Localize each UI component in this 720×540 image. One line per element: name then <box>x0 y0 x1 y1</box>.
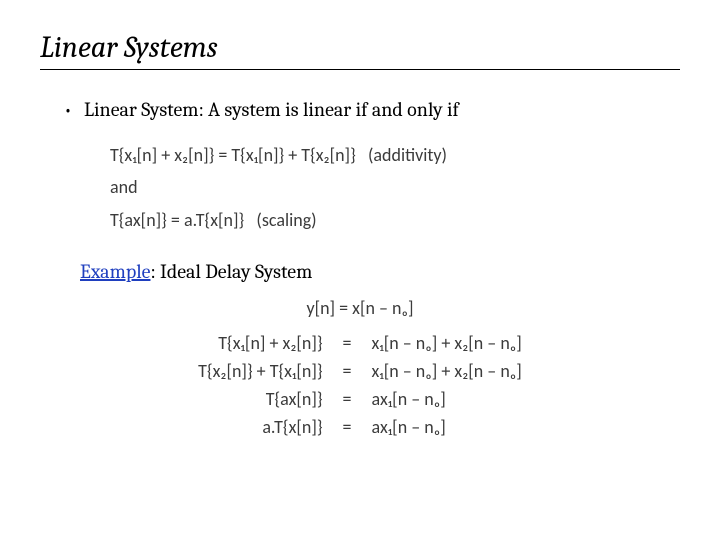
example-equation-table: T{x₁[n] + x₂[n]} = x₁[n – nₒ] + x₂[n – n… <box>188 329 532 441</box>
eq-lhs: T{ax[n]} <box>188 385 332 413</box>
table-row: T{x₁[n] + x₂[n]} = x₁[n – nₒ] + x₂[n – n… <box>188 329 532 357</box>
scaling-annotation: (scaling) <box>256 209 316 231</box>
example-top-equation: y[n] = x[n – nₒ] <box>40 297 680 319</box>
title-underline <box>40 69 680 70</box>
bullet-text: Linear System: A system is linear if and… <box>84 98 459 121</box>
eq-sign: = <box>333 385 362 413</box>
scaling-eq: = <box>171 209 180 231</box>
eq-rhs: ax₁[n – nₒ] <box>362 385 532 413</box>
scaling-line: T{ax[n]} = a.T{x[n]} (scaling) <box>110 204 680 236</box>
eq-rhs: x₁[n – nₒ] + x₂[n – nₒ] <box>362 329 532 357</box>
example-heading: Example: Ideal Delay System <box>80 260 680 283</box>
eq-rhs: x₁[n – nₒ] + x₂[n – nₒ] <box>362 357 532 385</box>
additivity-rhs: T{x₁[n]} + T{x₂[n]} <box>231 144 355 166</box>
additivity-annotation: (additivity) <box>368 144 447 166</box>
slide: Linear Systems • Linear System: A system… <box>0 0 720 471</box>
example-word: Example <box>80 260 150 283</box>
table-row: a.T{x[n]} = ax₁[n – nₒ] <box>188 413 532 441</box>
example-rest: : Ideal Delay System <box>150 260 312 283</box>
scaling-lhs: T{ax[n]} <box>110 209 167 231</box>
definition-equations: T{x₁[n] + x₂[n]} = T{x₁[n]} + T{x₂[n]} (… <box>110 139 680 236</box>
bullet-item: • Linear System: A system is linear if a… <box>64 98 680 121</box>
and-line: and <box>110 171 680 203</box>
additivity-lhs: T{x₁[n] + x₂[n]} <box>110 144 214 166</box>
eq-lhs: T{x₂[n]} + T{x₁[n]} <box>188 357 332 385</box>
table-row: T{x₂[n]} + T{x₁[n]} = x₁[n – nₒ] + x₂[n … <box>188 357 532 385</box>
eq-lhs: T{x₁[n] + x₂[n]} <box>188 329 332 357</box>
eq-sign: = <box>333 357 362 385</box>
page-title: Linear Systems <box>40 30 680 65</box>
additivity-line: T{x₁[n] + x₂[n]} = T{x₁[n]} + T{x₂[n]} (… <box>110 139 680 171</box>
eq-lhs: a.T{x[n]} <box>188 413 332 441</box>
eq-sign: = <box>333 329 362 357</box>
additivity-eq: = <box>218 144 227 166</box>
eq-rhs: ax₁[n – nₒ] <box>362 413 532 441</box>
bullet-marker: • <box>64 100 72 121</box>
eq-sign: = <box>333 413 362 441</box>
scaling-rhs: a.T{x[n]} <box>184 209 244 231</box>
table-row: T{ax[n]} = ax₁[n – nₒ] <box>188 385 532 413</box>
